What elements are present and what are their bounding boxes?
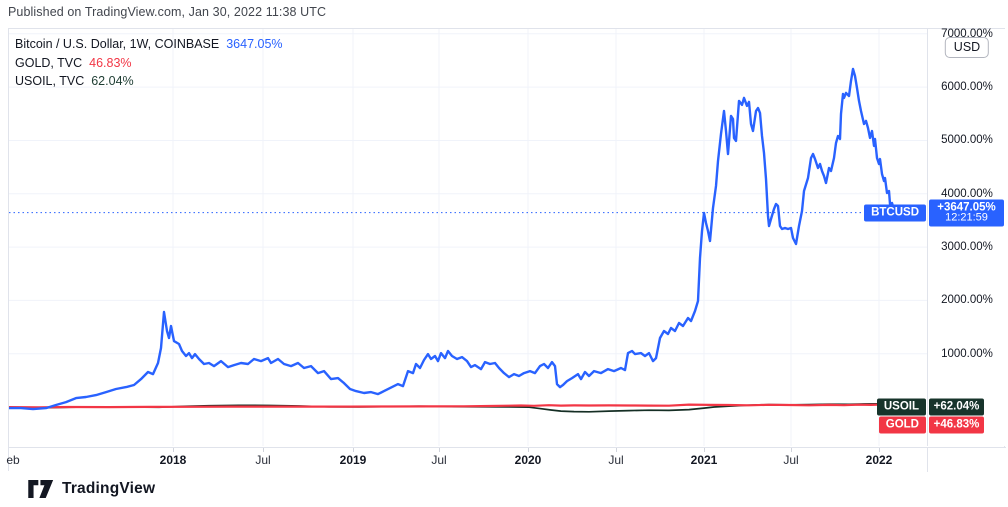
chart-legend: Bitcoin / U.S. Dollar, 1W, COINBASE 3647.… — [15, 35, 283, 91]
price-value-badge-btcusd: +3647.05% 12:21:59 — [929, 199, 1004, 227]
tradingview-logo-icon[interactable] — [28, 480, 55, 498]
time-tick-label: Jul — [608, 453, 624, 467]
legend-value: 3647.05% — [226, 37, 283, 51]
bar-countdown: 12:21:59 — [945, 211, 988, 224]
price-tick-label: 5000.00% — [941, 134, 993, 147]
time-tick-mark — [879, 448, 880, 452]
price-axis[interactable]: USD 7000.00% 6000.00% 5000.00% 4000.00% 3000… — [927, 27, 1006, 446]
tradingview-brand-link[interactable]: TradingView — [62, 480, 156, 497]
series-line-btcusd[interactable] — [9, 67, 897, 411]
badge-value: +3647.05% — [937, 201, 996, 214]
chart-frame: Bitcoin / U.S. Dollar, 1W, COINBASE 3647.… — [6, 27, 1006, 472]
time-tick-mark — [353, 448, 354, 452]
price-value-badge-gold: +46.83% — [929, 416, 984, 433]
time-axis[interactable]: eb 2018 Jul 2019 Jul 2020 Jul 2021 Jul 2022 — [6, 447, 1006, 472]
time-tick-mark — [263, 448, 264, 452]
time-tick-label: 2022 — [865, 453, 893, 467]
time-tick-label: 2020 — [514, 453, 542, 467]
currency-badge[interactable]: USD — [944, 37, 990, 58]
time-tick-mark — [791, 448, 792, 452]
series-line-gold[interactable] — [9, 403, 880, 409]
legend-row-0[interactable]: Bitcoin / U.S. Dollar, 1W, COINBASE 3647.… — [15, 35, 283, 54]
time-tick-mark — [173, 448, 174, 452]
time-tick-label: Jul — [431, 453, 447, 467]
time-tick-mark — [528, 448, 529, 452]
price-tick-label: 2000.00% — [941, 294, 993, 307]
time-tick-label: Jul — [255, 453, 271, 467]
legend-value: 62.04% — [91, 74, 134, 88]
symbol-label-badge-btcusd: BTCUSD — [864, 204, 926, 222]
published-note: Published on TradingView.com, Jan 30, 20… — [8, 5, 327, 19]
legend-value: 46.83% — [89, 55, 132, 70]
price-tick-label: 7000.00% — [941, 27, 993, 40]
axis-corner-separator — [927, 448, 928, 472]
legend-title: GOLD, TVC — [15, 55, 83, 70]
price-tick-label: 1000.00% — [941, 347, 993, 360]
time-tick-mark — [704, 448, 705, 452]
footer: TradingView — [28, 480, 155, 498]
time-tick-label: Jul — [783, 453, 799, 467]
time-tick-mark — [616, 448, 617, 452]
symbol-label-badge-gold: GOLD — [878, 416, 926, 433]
legend-title: Bitcoin / U.S. Dollar, 1W, COINBASE — [15, 37, 220, 51]
legend-row-1[interactable]: GOLD, TVC 46.83% — [15, 54, 283, 73]
legend-row-2[interactable]: USOIL, TVC 62.04% — [15, 72, 283, 91]
symbol-label-badge-usoil: USOIL — [876, 398, 926, 416]
time-tick-label: 2021 — [690, 453, 718, 467]
legend-title: USOIL, TVC — [15, 74, 85, 88]
price-value-badge-usoil: +62.04% — [929, 398, 984, 416]
price-tick-label: 4000.00% — [941, 187, 993, 200]
price-chart-plot[interactable]: Bitcoin / U.S. Dollar, 1W, COINBASE 3647.… — [9, 29, 927, 446]
chart-canvas[interactable] — [9, 29, 927, 446]
time-tick-mark — [439, 448, 440, 452]
price-tick-label: 3000.00% — [941, 241, 993, 254]
time-tick-label: 2018 — [159, 453, 187, 467]
time-tick-label: 2019 — [339, 453, 367, 467]
time-tick-label: eb — [6, 453, 20, 467]
price-tick-label: 6000.00% — [941, 81, 993, 94]
